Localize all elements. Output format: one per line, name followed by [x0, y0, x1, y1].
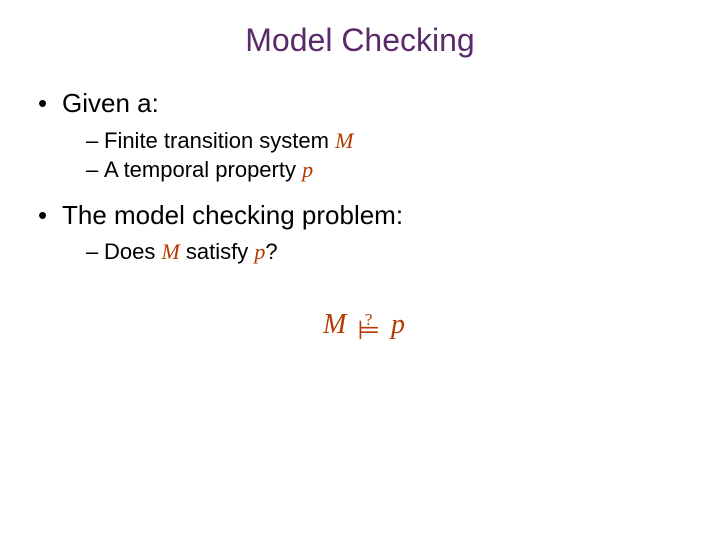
sub-bullets: –Finite transition system M –A temporal … — [38, 126, 690, 185]
formula: M ? ⊨ p — [38, 309, 690, 341]
bullet-text: Given a: — [62, 88, 159, 118]
models-icon: ⊨ — [357, 324, 380, 338]
formula-relation: ? ⊨ — [357, 315, 380, 339]
bullet-text: The model checking problem: — [62, 200, 403, 230]
dash-icon: – — [86, 155, 104, 185]
slide: Model Checking •Given a: –Finite transit… — [0, 0, 720, 540]
dash-icon: – — [86, 126, 104, 156]
sub-text: satisfy — [180, 239, 255, 264]
slide-body: •Given a: –Finite transition system M –A… — [0, 69, 720, 341]
sub-bullets: –Does M satisfy p? — [38, 237, 690, 267]
title-text: Model Checking — [245, 22, 474, 58]
slide-title: Model Checking — [0, 0, 720, 69]
bullet-level1: •The model checking problem: — [38, 199, 690, 232]
bullet-level2: –Finite transition system M — [86, 126, 690, 156]
math-variable: p — [254, 239, 265, 264]
math-variable: p — [302, 157, 313, 182]
dash-icon: – — [86, 237, 104, 267]
bullet-level2: –Does M satisfy p? — [86, 237, 690, 267]
formula-right: p — [391, 309, 405, 340]
bullet-level2: –A temporal property p — [86, 155, 690, 185]
bullet-level1: •Given a: — [38, 87, 690, 120]
formula-left: M — [323, 309, 346, 340]
bullet-dot-icon: • — [38, 199, 62, 232]
bullet-dot-icon: • — [38, 87, 62, 120]
sub-text: ? — [265, 239, 277, 264]
math-variable: M — [161, 239, 179, 264]
sub-text: Finite transition system — [104, 128, 335, 153]
sub-text: Does — [104, 239, 161, 264]
math-variable: M — [335, 128, 353, 153]
sub-text: A temporal property — [104, 157, 302, 182]
